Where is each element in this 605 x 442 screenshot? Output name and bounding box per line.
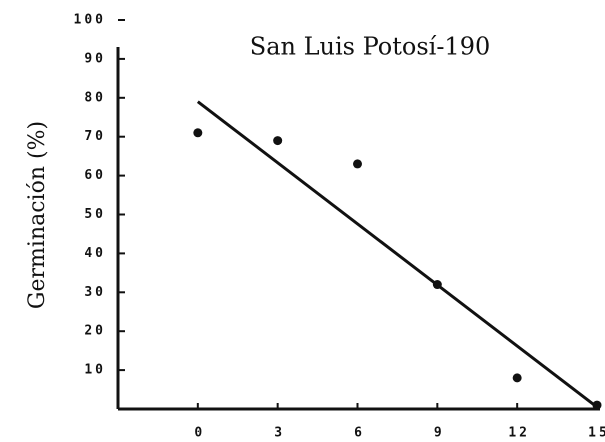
y-tick-label: 90 xyxy=(84,51,106,66)
point xyxy=(592,400,602,410)
point xyxy=(432,280,442,290)
y-tick-label: 70 xyxy=(84,129,106,144)
y-tick-label: 100 xyxy=(74,13,106,28)
y-tick-label: 40 xyxy=(84,246,106,261)
x-tick-label: 0 xyxy=(194,426,205,441)
x-tick-label: 3 xyxy=(274,426,285,441)
point xyxy=(193,128,203,138)
x-tick-label: 15 xyxy=(588,426,605,441)
point xyxy=(512,373,522,383)
x-tick-label: 9 xyxy=(434,426,445,441)
y-tick-label: 10 xyxy=(84,363,106,378)
y-tick-label: 50 xyxy=(84,207,106,222)
x-tick-label: 12 xyxy=(508,426,530,441)
y-tick-label: 20 xyxy=(84,324,106,339)
chart-title: San Luis Potosí-190 xyxy=(250,33,490,61)
x-tick-label: 6 xyxy=(354,426,365,441)
y-tick-label: 60 xyxy=(84,168,106,183)
fit-line xyxy=(196,100,598,409)
point xyxy=(353,159,362,169)
y-tick-label: 30 xyxy=(84,285,106,300)
y-tick-label: 80 xyxy=(84,90,106,105)
point xyxy=(273,136,283,146)
y-axis-label: Germinación (%) xyxy=(25,121,50,309)
